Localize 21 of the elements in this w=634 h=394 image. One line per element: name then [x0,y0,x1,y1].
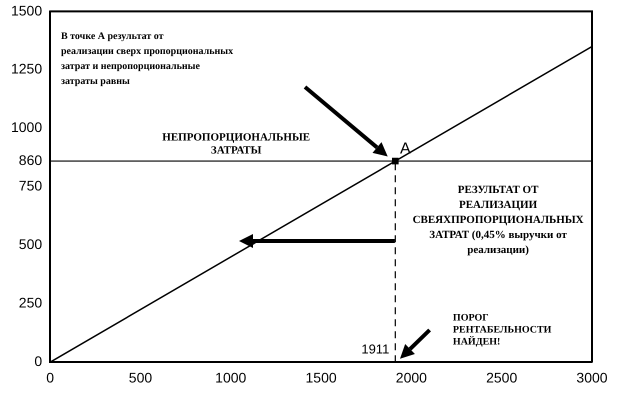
x-tick-label: 1000 [215,369,247,386]
y-tick-label: 750 [18,178,42,194]
ref-line-label: НЕПРОПОРЦИОНАЛЬНЫЕ ЗАТРАТЫ [162,131,310,156]
x-tick-label: 2500 [486,369,518,386]
x-tick-label: 0 [46,369,54,386]
annotation: ПОРОГ РЕНТАБЕЛЬНОСТИ НАЙДЕН! [452,312,552,348]
y-tick-label: 250 [18,294,42,311]
x-tick-label: 500 [128,369,152,386]
y-tick-label: 860 [18,152,42,168]
x-tick-label: 2000 [396,369,428,386]
y-tick-label: 1000 [10,119,42,136]
y-tick-label: 0 [34,353,42,370]
annotation: РЕЗУЛЬТАТ ОТ РЕАЛИЗАЦИИ СВЕЯХПРОПОРЦИОНАЛЬНЫХ ЗАТРАТ (0,45% выручки от реализации) [412,184,584,256]
ref-line-label: 1911 [361,341,390,356]
annotation: A [400,140,411,158]
x-tick-label: 3000 [576,369,608,386]
y-tick-label: 500 [18,236,42,252]
annotation: В точке А результат от реализации сверх пропорциональных затрат и непропорциональные затраты равны [60,30,234,87]
y-tick-label: 1500 [10,2,42,18]
y-tick-label: 1250 [10,60,42,77]
x-tick-label: 1500 [305,369,337,386]
